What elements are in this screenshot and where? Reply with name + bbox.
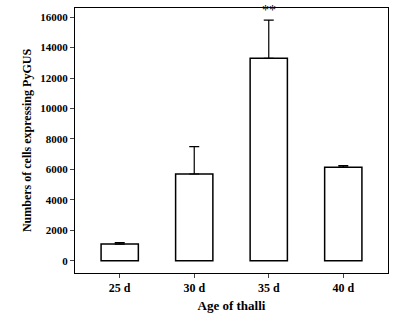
svg-text:40 d: 40 d [332,281,354,295]
svg-text:12000: 12000 [40,72,68,84]
svg-text:16000: 16000 [40,11,68,23]
svg-text:2000: 2000 [46,224,69,236]
svg-text:Age of thalli: Age of thalli [198,298,266,313]
svg-text:30 d: 30 d [183,281,205,295]
svg-text:10000: 10000 [40,102,68,114]
svg-text:25 d: 25 d [109,281,131,295]
svg-text:35 d: 35 d [258,281,280,295]
svg-text:4000: 4000 [46,194,69,206]
svg-text:8000: 8000 [46,133,69,145]
svg-text:14000: 14000 [40,41,68,53]
svg-text:0: 0 [62,255,68,267]
svg-text:Numbers of cells expressing Py: Numbers of cells expressing PyGUS [20,49,34,232]
svg-text:6000: 6000 [46,163,69,175]
svg-text:**: ** [262,3,276,18]
